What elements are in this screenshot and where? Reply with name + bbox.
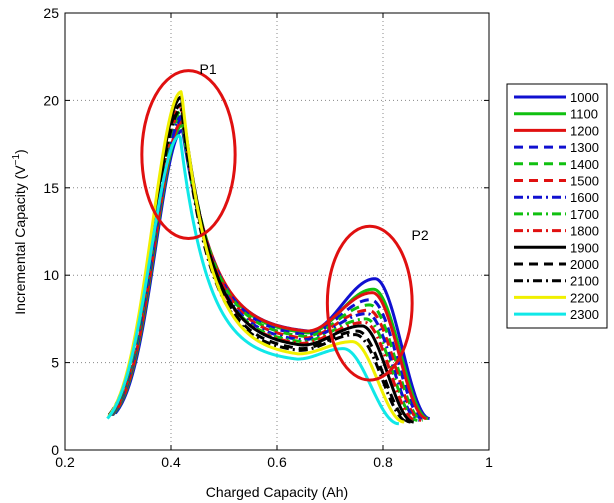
- legend-label-1800: 1800: [570, 224, 599, 239]
- legend: 1000110012001300140015001600170018001900…: [506, 83, 608, 329]
- y-tick-label: 20: [43, 92, 59, 108]
- x-tick-label: 1: [485, 454, 493, 470]
- y-axis-label-main: Incremental Capacity (V: [12, 165, 28, 315]
- legend-label-1300: 1300: [570, 140, 599, 155]
- ellipse-p2: [325, 224, 414, 382]
- x-tick-label: 0.8: [373, 454, 393, 470]
- legend-label-1700: 1700: [570, 207, 599, 222]
- peak-ellipses: [140, 69, 414, 382]
- plot-area: [106, 69, 430, 426]
- legend-label-1900: 1900: [570, 240, 599, 255]
- y-tick-label: 5: [51, 355, 59, 371]
- legend-label-2100: 2100: [570, 274, 599, 289]
- annotation-p2: P2: [412, 227, 429, 243]
- y-tick-label: 10: [43, 267, 59, 283]
- series-line-2200: [107, 90, 405, 424]
- y-axis-label: Incremental Capacity (V−1): [11, 149, 28, 314]
- y-axis-label-superscript: −1: [11, 153, 22, 165]
- series-line-2300: [106, 134, 400, 426]
- legend-label-2200: 2200: [570, 290, 599, 305]
- annotation-p1: P1: [200, 61, 217, 77]
- legend-label-1500: 1500: [570, 174, 599, 189]
- legend-label-1400: 1400: [570, 157, 599, 172]
- grid-lines: [65, 13, 489, 450]
- y-tick-label: 15: [43, 180, 59, 196]
- legend-label-1000: 1000: [570, 90, 599, 105]
- y-axis-label-end: ): [12, 149, 28, 154]
- peak-annotations: P1 P2: [200, 61, 429, 243]
- y-tick-label: 0: [51, 442, 59, 458]
- x-tick-label: 0.6: [267, 454, 287, 470]
- series-lines: [106, 90, 430, 426]
- legend-label-2300: 2300: [570, 307, 599, 322]
- ellipse-p1: [140, 69, 237, 240]
- series-line-2100: [107, 107, 409, 424]
- legend-label-1600: 1600: [570, 190, 599, 205]
- legend-label-1100: 1100: [570, 107, 598, 122]
- y-tick-label: 25: [43, 5, 59, 21]
- x-tick-label: 0.2: [55, 454, 75, 470]
- x-axis-label: Charged Capacity (Ah): [206, 484, 348, 500]
- series-line-2000: [108, 102, 411, 424]
- x-tick-label: 0.4: [161, 454, 181, 470]
- legend-label-2000: 2000: [570, 257, 599, 272]
- legend-label-1200: 1200: [570, 123, 599, 138]
- legend-box: [506, 83, 608, 329]
